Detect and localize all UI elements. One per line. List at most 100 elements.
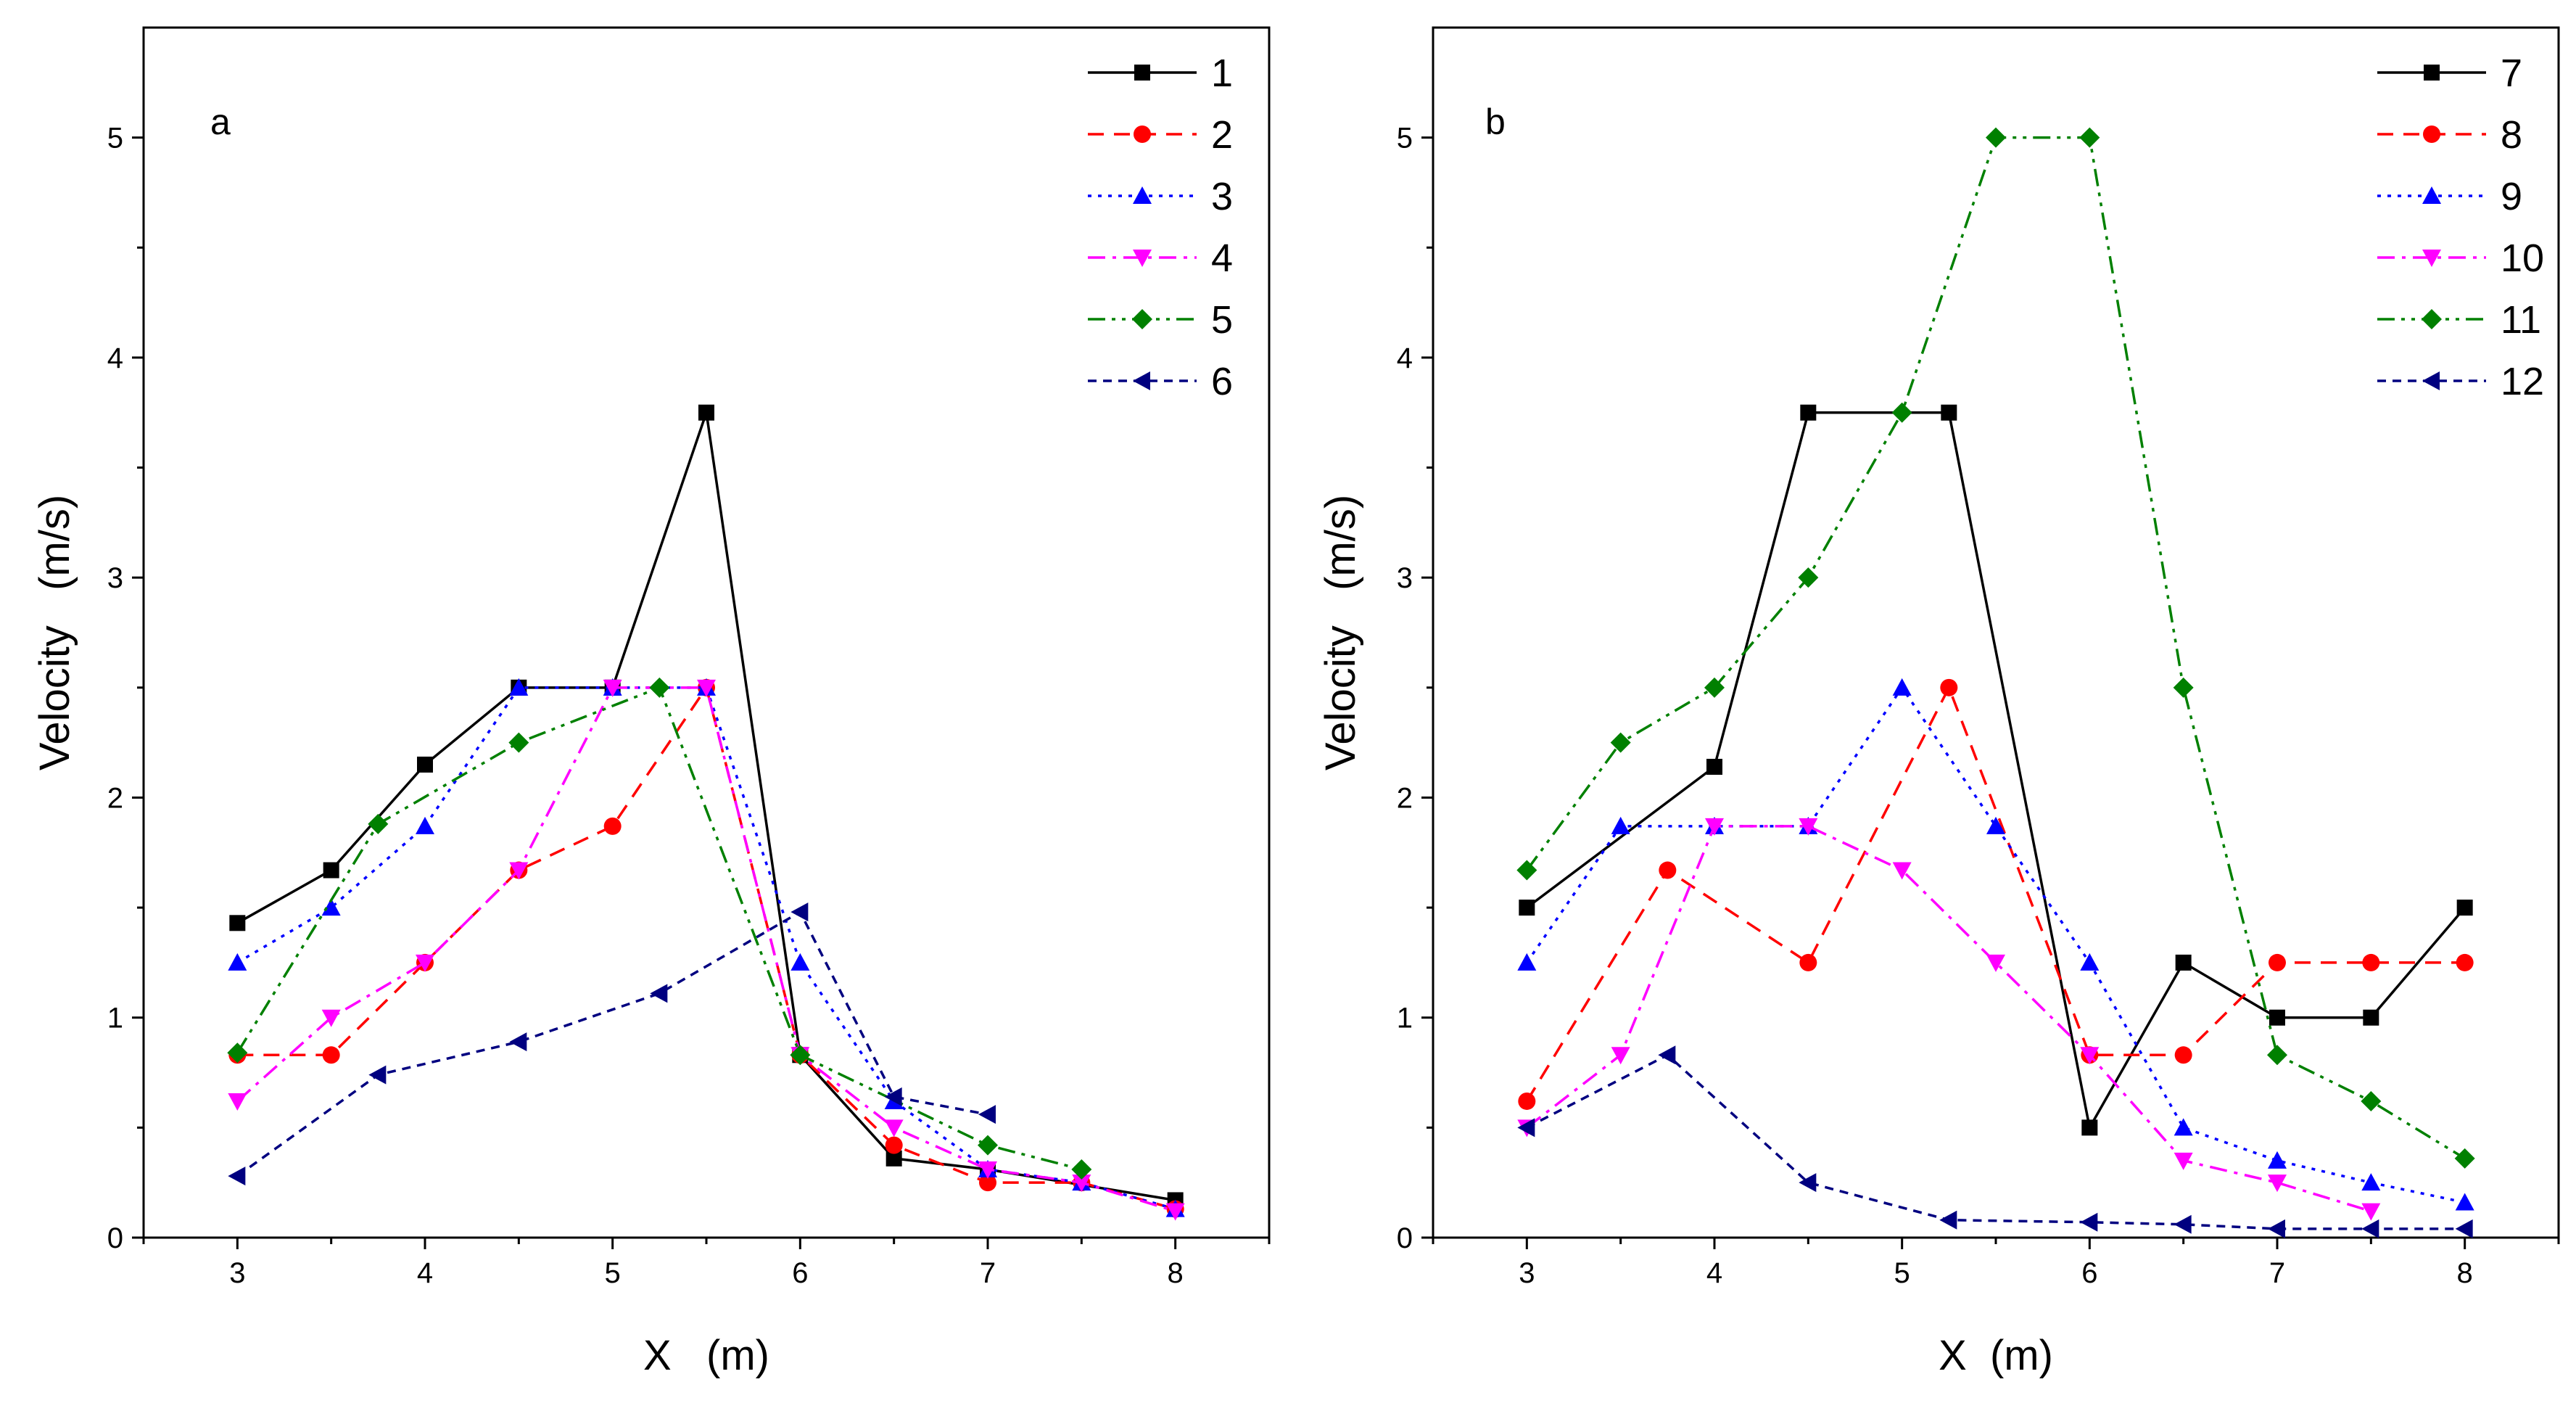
y-tick-label: 1 [107, 1003, 123, 1034]
data-point-2 [979, 1174, 996, 1192]
data-point-8 [2269, 953, 2286, 971]
series-1 [229, 404, 1184, 1209]
data-point-11 [1516, 860, 1537, 881]
series-7 [1519, 404, 2473, 1136]
series-8 [1518, 678, 2474, 1110]
data-point-8 [2362, 953, 2380, 971]
series-12 [1517, 1045, 2473, 1238]
legend-label: 10 [2501, 236, 2544, 280]
legend-marker [2422, 250, 2441, 267]
legend-item-4: 4 [1088, 236, 1233, 280]
legend-marker [1134, 126, 1151, 143]
data-point-10 [2268, 1175, 2287, 1193]
data-point-1 [698, 404, 714, 421]
series-11 [1516, 127, 2475, 1169]
data-point-12 [1799, 1173, 1817, 1193]
x-tick-label: 5 [605, 1257, 621, 1289]
data-point-7 [1519, 900, 1535, 916]
plot-frame-a [142, 26, 1271, 1239]
series-line-4 [236, 686, 1176, 1213]
series-group-a [227, 404, 1185, 1221]
data-point-4 [509, 862, 529, 880]
series-line-5 [236, 686, 1082, 1171]
x-tick-label: 6 [792, 1257, 808, 1289]
data-point-6 [650, 984, 668, 1003]
data-point-11 [2079, 127, 2100, 148]
series-line-3 [236, 686, 1176, 1211]
legend-marker [1133, 186, 1152, 204]
legend-label: 6 [1211, 360, 1233, 403]
data-point-12 [2455, 1219, 2473, 1238]
data-point-10 [1892, 862, 1912, 880]
data-point-5 [1071, 1159, 1092, 1180]
series-line-10 [1526, 825, 2371, 1213]
legend-label: 4 [1211, 236, 1233, 280]
legend-item-1: 1 [1088, 52, 1233, 95]
data-point-11 [1704, 677, 1725, 698]
data-point-9 [1892, 678, 1912, 696]
data-point-7 [2081, 1119, 2098, 1136]
data-point-7 [2175, 954, 2192, 971]
data-point-8 [2456, 953, 2474, 971]
series-line-12 [1526, 1053, 2465, 1230]
data-point-5 [227, 1042, 248, 1064]
data-point-6 [509, 1032, 527, 1052]
data-point-5 [978, 1135, 998, 1156]
legend-label: 2 [1211, 113, 1233, 157]
data-point-4 [884, 1119, 904, 1138]
legend-a: 1 2 3 4 5 6 [1088, 52, 1233, 403]
legend-item-3: 3 [1088, 175, 1233, 218]
data-point-6 [978, 1105, 996, 1124]
data-point-9 [2174, 1118, 2193, 1136]
data-point-4 [978, 1161, 997, 1179]
data-point-11 [2267, 1045, 2287, 1066]
data-point-12 [1939, 1210, 1957, 1230]
data-point-2 [322, 1046, 340, 1064]
data-point-5 [508, 732, 529, 753]
x-tick-label: 3 [1519, 1257, 1535, 1289]
legend-item-2: 2 [1088, 113, 1233, 157]
data-point-8 [1799, 953, 1817, 971]
data-point-9 [1611, 816, 1630, 834]
legend-marker [2422, 371, 2440, 390]
series-6 [228, 902, 996, 1186]
x-tick-label: 8 [2457, 1257, 2473, 1289]
data-point-3 [509, 678, 529, 696]
data-point-3 [228, 953, 247, 971]
x-tick-label: 7 [980, 1257, 996, 1289]
data-point-11 [1986, 127, 2006, 148]
data-point-2 [603, 817, 622, 835]
series-4 [228, 679, 1185, 1221]
data-point-10 [1799, 818, 1818, 836]
data-point-6 [368, 1065, 387, 1085]
legend-label: 8 [2501, 113, 2522, 157]
panel-a: 3 4 5 6 7 8 0 1 2 3 4 5 a X (m) Velocity (m/s) 1 2 3 4… [31, 26, 1271, 1379]
data-point-7 [1941, 404, 1957, 421]
y-tick-label: 0 [107, 1222, 123, 1254]
legend-label: 11 [2501, 298, 2541, 342]
series-3 [228, 678, 1185, 1217]
legend-item-7: 7 [2377, 52, 2522, 95]
series-line-8 [1525, 684, 2465, 1102]
data-point-12 [1517, 1118, 1535, 1138]
series-9 [1517, 678, 2474, 1211]
data-point-11 [2173, 677, 2194, 698]
data-point-10 [1705, 818, 1724, 836]
data-point-7 [1706, 758, 1722, 775]
data-point-4 [697, 679, 716, 697]
data-point-9 [2080, 953, 2100, 971]
data-point-6 [884, 1087, 902, 1106]
data-point-9 [1986, 816, 2005, 834]
data-point-7 [2363, 1009, 2379, 1026]
x-tick-label: 8 [1168, 1257, 1184, 1289]
data-point-12 [2361, 1219, 2379, 1238]
data-point-11 [2361, 1090, 2382, 1111]
legend-marker [1132, 309, 1152, 329]
data-point-12 [1658, 1045, 1676, 1065]
data-point-10 [2174, 1152, 2193, 1170]
x-tick-label: 4 [1706, 1257, 1722, 1289]
series-2 [228, 678, 1184, 1218]
data-point-4 [228, 1093, 247, 1111]
